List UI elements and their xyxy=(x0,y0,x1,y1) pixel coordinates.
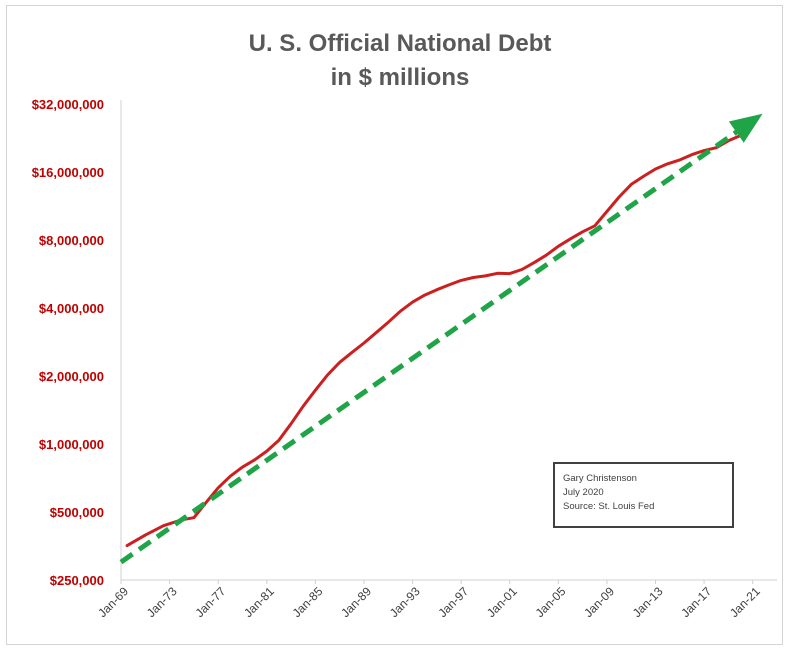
x-tick-label: Jan-81 xyxy=(241,584,277,620)
y-tick-label: $1,000,000 xyxy=(39,437,104,452)
annotation-date: July 2020 xyxy=(563,487,604,498)
y-tick-label: $4,000,000 xyxy=(39,301,104,316)
chart-title-line-1: U. S. Official National Debt xyxy=(249,30,552,57)
x-tick-label: Jan-69 xyxy=(95,584,131,620)
x-tick-label: Jan-93 xyxy=(387,584,423,620)
series-layer xyxy=(119,113,763,565)
annotation-box: Gary Christenson July 2020 Source: St. L… xyxy=(553,462,734,528)
y-tick-label: $32,000,000 xyxy=(32,97,104,112)
x-axis-ticks: Jan-69 Jan-73 Jan-77 Jan-81 Jan-85 Jan-89 Jan-… xyxy=(95,580,763,620)
x-tick-label: Jan-85 xyxy=(290,584,326,620)
y-tick-label: $8,000,000 xyxy=(39,233,104,248)
debt-line xyxy=(125,121,748,548)
x-tick-label: Jan-13 xyxy=(630,584,666,620)
x-tick-label: Jan-97 xyxy=(435,584,471,620)
trend-arrowhead xyxy=(728,113,763,143)
chart-title-line-2: in $ millions xyxy=(331,64,470,91)
y-tick-label: $16,000,000 xyxy=(32,165,104,180)
x-tick-label: Jan-05 xyxy=(533,584,569,620)
x-tick-label: Jan-01 xyxy=(484,584,520,620)
y-tick-label: $500,000 xyxy=(50,505,104,520)
y-tick-label: $250,000 xyxy=(50,573,104,588)
x-tick-label: Jan-09 xyxy=(581,584,617,620)
y-tick-label: $2,000,000 xyxy=(39,369,104,384)
trend-line xyxy=(119,127,742,565)
x-tick-label: Jan-89 xyxy=(338,584,374,620)
x-tick-label: Jan-17 xyxy=(678,584,714,620)
annotation-author: Gary Christenson xyxy=(563,473,637,484)
x-tick-label: Jan-73 xyxy=(144,584,180,620)
x-tick-label: Jan-77 xyxy=(192,584,228,620)
chart-frame xyxy=(6,5,783,645)
y-axis-ticks: $250,000 $500,000 $1,000,000 $2,000,000 $4,0… xyxy=(32,97,104,588)
x-tick-label: Jan-21 xyxy=(727,584,763,620)
annotation-source: Source: St. Louis Fed xyxy=(563,501,655,512)
